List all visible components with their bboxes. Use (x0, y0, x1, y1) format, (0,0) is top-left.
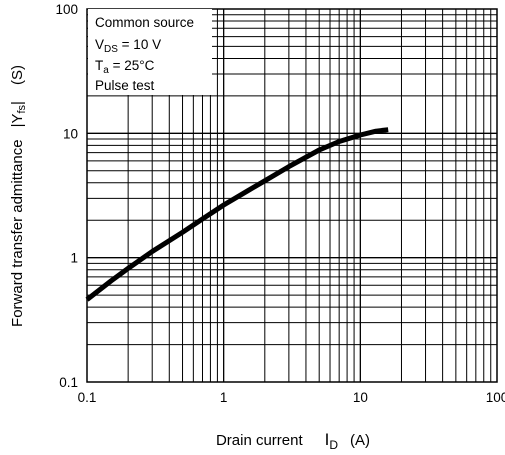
conditions-box: Common source VDS = 10 V Ta = 25°C Pulse… (88, 9, 212, 95)
y-tick-label: 1 (70, 251, 78, 266)
x-tick-label: 1 (220, 390, 228, 405)
series-line-1 (85, 127, 389, 302)
condition-line-1: Common source (95, 15, 194, 30)
x-tick-label: 10 (353, 390, 368, 405)
x-axis-label: Drain current ID (A) (216, 430, 370, 452)
condition-line-4: Pulse test (95, 78, 155, 93)
tick-labels: 0.1 1 10 100 0.1 1 10 100 (55, 2, 505, 405)
condition-line-2: VDS = 10 V (95, 37, 161, 55)
y-tick-label: 10 (63, 126, 78, 141)
series-lines (85, 127, 389, 302)
plot-frame (86, 8, 498, 383)
y-tick-label: 0.1 (59, 375, 78, 390)
y-tick-label: 100 (55, 2, 78, 17)
condition-line-3: Ta = 25°C (95, 58, 155, 76)
x-tick-label: 0.1 (78, 390, 97, 405)
y-axis-label: Forward transfer admittance|Yfs|(S) (9, 65, 28, 327)
x-tick-label: 100 (486, 390, 505, 405)
